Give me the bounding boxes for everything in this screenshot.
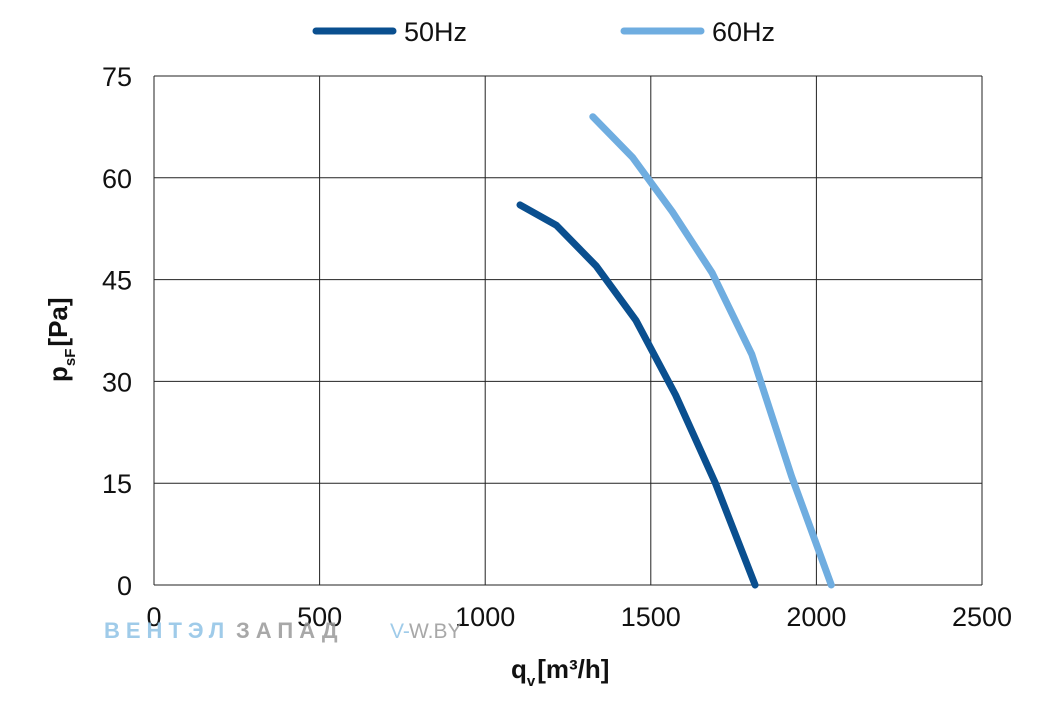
x-tick-label: 0 bbox=[146, 602, 161, 632]
y-tick-label: 45 bbox=[102, 266, 132, 296]
legend: 50Hz 60Hz bbox=[312, 17, 775, 47]
x-tick-labels: 0 500 1000 1500 2000 2500 bbox=[146, 602, 1012, 632]
watermark-site-v: V- bbox=[390, 620, 410, 643]
y-tick-label: 60 bbox=[102, 164, 132, 194]
x-tick-label: 2000 bbox=[786, 602, 846, 632]
series-line-60hz bbox=[589, 113, 835, 589]
y-tick-label: 0 bbox=[117, 571, 132, 601]
x-tick-label: 500 bbox=[297, 602, 342, 632]
legend-label-60hz: 60Hz bbox=[712, 17, 775, 47]
y-axis-title-main: p bbox=[43, 366, 73, 382]
x-axis-title-unit: [m³/h] bbox=[537, 654, 609, 684]
watermark-brand-part1: ВЕНТЭЛ bbox=[104, 618, 230, 643]
series-lines bbox=[516, 113, 835, 589]
x-axis-title: qv[m³/h] bbox=[511, 654, 609, 690]
series-line-50hz bbox=[516, 201, 759, 589]
y-tick-label: 75 bbox=[102, 62, 132, 92]
x-tick-label: 1000 bbox=[455, 602, 515, 632]
x-tick-label: 1500 bbox=[621, 602, 681, 632]
grid bbox=[153, 75, 983, 586]
y-tick-label: 30 bbox=[102, 367, 132, 397]
y-axis-title: psF [Pa] bbox=[43, 297, 79, 382]
legend-label-50hz: 50Hz bbox=[404, 17, 467, 47]
x-tick-label: 2500 bbox=[952, 602, 1012, 632]
watermark-brand-part2: ЗАПАД bbox=[236, 618, 344, 643]
y-axis-title-sub: sF bbox=[62, 349, 79, 367]
watermark: ВЕНТЭЛ ЗАПАД V- W.BY bbox=[104, 618, 462, 643]
x-axis-title-sub: v bbox=[527, 673, 536, 690]
y-tick-label: 15 bbox=[102, 469, 132, 499]
x-axis-title-main: q bbox=[511, 654, 527, 684]
y-tick-labels: 0 15 30 45 60 75 bbox=[102, 62, 132, 601]
y-axis-title-unit: [Pa] bbox=[43, 297, 73, 346]
watermark-site-rest: W.BY bbox=[409, 620, 462, 643]
